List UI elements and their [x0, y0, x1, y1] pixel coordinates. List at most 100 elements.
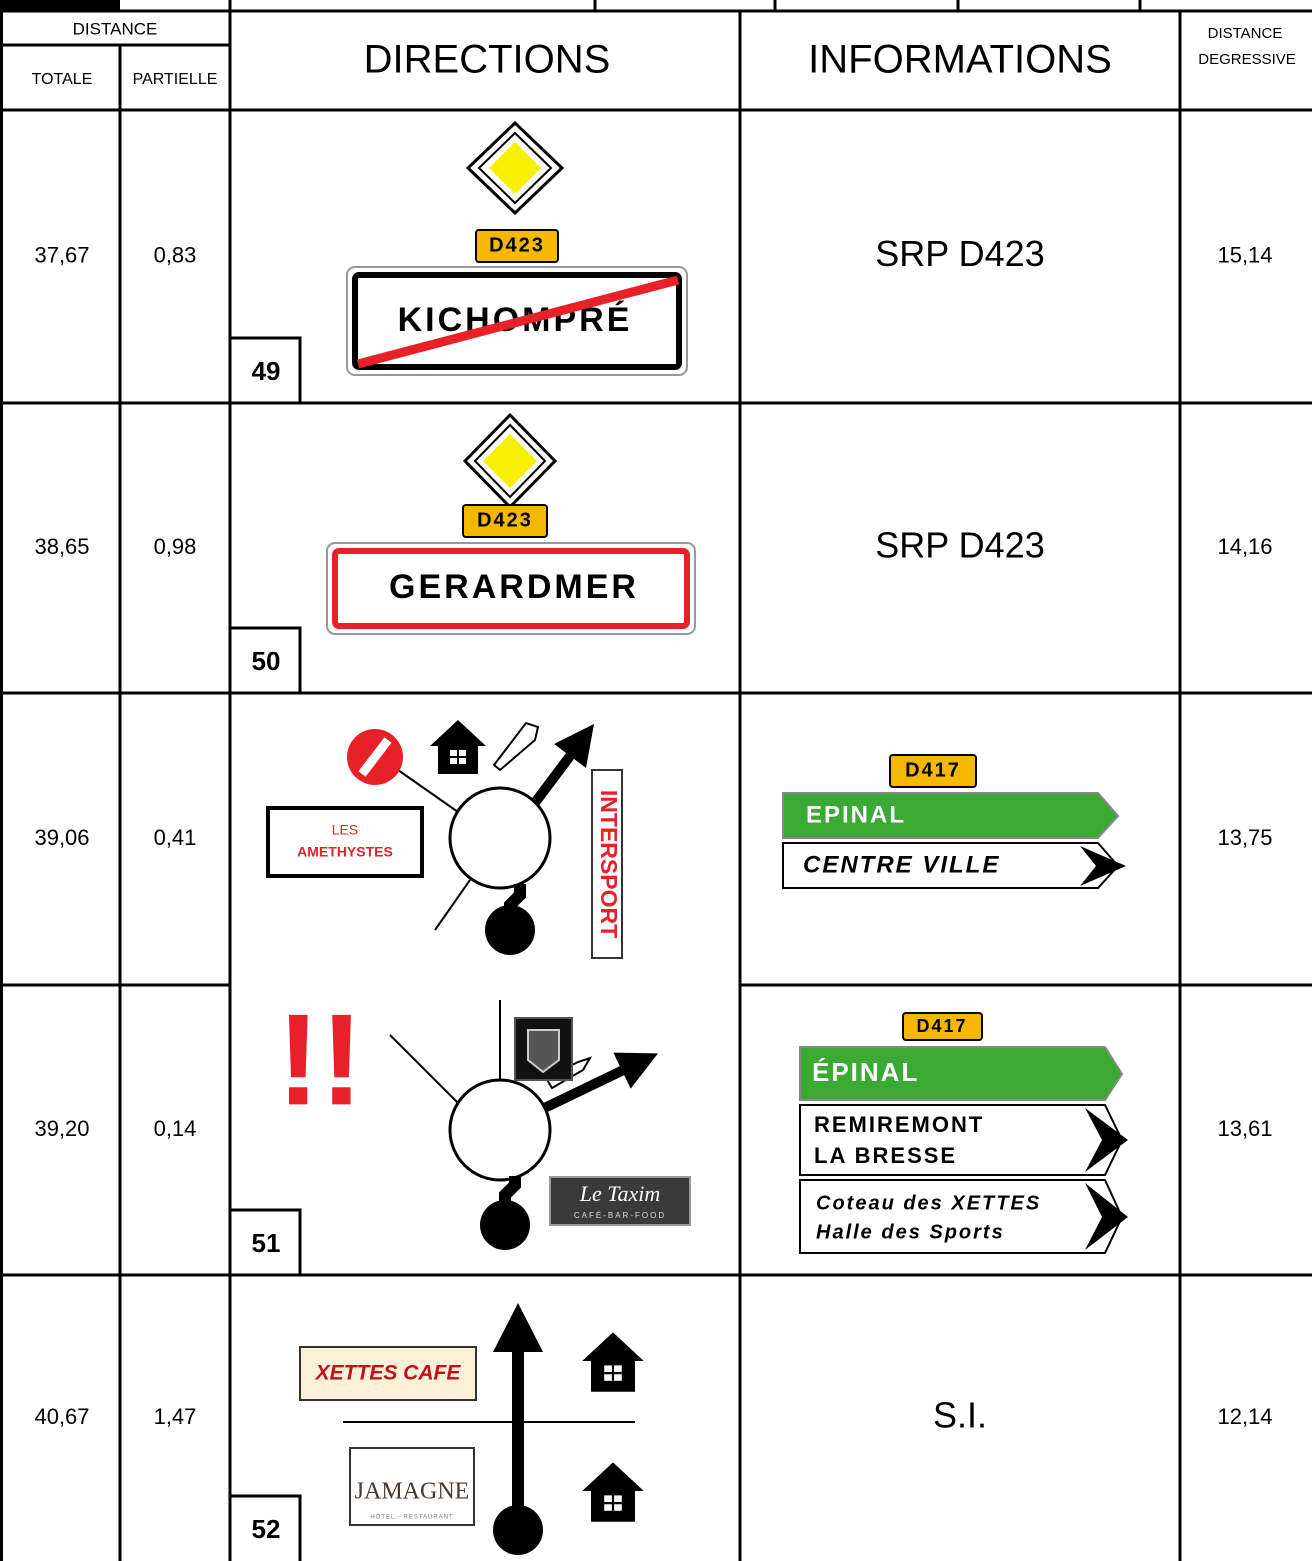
partial-distance: 1,47	[154, 1404, 197, 1429]
partial-distance: 0,98	[154, 534, 197, 559]
remaining-distance: 15,14	[1217, 242, 1272, 267]
total-distance: 40,67	[34, 1404, 89, 1429]
information: SRP D423	[875, 525, 1044, 566]
cafe-sign	[299, 1346, 477, 1401]
shape	[434, 879, 471, 931]
grid	[0, 11, 1312, 1561]
direction-label: Coteau des XETTES	[816, 1192, 1041, 1214]
shape	[397, 769, 459, 813]
number-box	[230, 336, 302, 403]
roundabout	[347, 719, 594, 955]
header-distance: DISTANCE	[73, 19, 158, 38]
step-number: 50	[252, 646, 281, 676]
shape	[448, 1078, 552, 1182]
cafe-tagline: CAFÉ-BAR-FOOD	[574, 1211, 666, 1220]
shape	[527, 1029, 560, 1074]
priority-sign	[465, 120, 565, 216]
cafe-sign	[549, 1176, 691, 1226]
step-number: 51	[252, 1228, 281, 1258]
shape	[389, 1034, 459, 1104]
number-box	[230, 1208, 302, 1275]
direction-sign	[782, 842, 1120, 889]
total-distance: 39,06	[34, 825, 89, 850]
sign-line: LES	[332, 822, 358, 838]
road-label: D423	[477, 509, 533, 531]
road-sign	[475, 229, 559, 263]
brand-label: INTERSPORT	[596, 790, 622, 938]
hotel-tagline: HÔTEL - RESTAURANT	[370, 1514, 453, 1521]
shape	[492, 721, 540, 772]
information: SRP D423	[875, 233, 1044, 274]
shape	[332, 548, 690, 629]
number-box	[230, 626, 302, 693]
road-label: D417	[905, 759, 961, 781]
top-strip	[0, 0, 120, 10]
header-directions: DIRECTIONS	[364, 38, 611, 82]
direction-sign	[782, 792, 1120, 839]
remaining-distance: 12,14	[1217, 1404, 1272, 1429]
direction-label: ÉPINAL	[812, 1057, 919, 1087]
town-sign	[326, 542, 696, 635]
total-distance: 37,67	[34, 242, 89, 267]
direction-sign	[799, 1104, 1124, 1176]
shape	[358, 737, 392, 777]
cafe-name: XETTES CAFE	[315, 1362, 462, 1385]
sign-line: AMETHYSTES	[297, 844, 393, 860]
shape	[473, 423, 547, 499]
warning: !!	[277, 986, 364, 1132]
priority-sign	[462, 412, 558, 510]
road-label: D423	[489, 234, 545, 256]
shape	[493, 1303, 543, 1352]
shape	[1085, 1108, 1128, 1172]
direction-label: LA BRESSE	[814, 1143, 957, 1168]
shape	[483, 434, 537, 488]
shape	[1080, 846, 1126, 886]
shape	[352, 272, 682, 370]
partial-distance: 0,41	[154, 825, 197, 850]
number-box	[230, 1494, 302, 1561]
hotel-sign	[349, 1447, 475, 1526]
header-partielle: PARTIELLE	[133, 71, 218, 88]
remaining-distance: 13,61	[1217, 1116, 1272, 1141]
end-bar	[356, 275, 680, 369]
shape	[527, 1052, 659, 1120]
information: S.I.	[933, 1395, 987, 1436]
road-label: D417	[916, 1016, 967, 1036]
direction-label: REMIREMONT	[814, 1112, 984, 1137]
header-degressive: DISTANCE	[1208, 25, 1283, 42]
brand-banner	[591, 769, 623, 959]
partial-distance: 0,14	[154, 1116, 197, 1141]
total-distance: 38,65	[34, 534, 89, 559]
remaining-distance: 13,75	[1217, 825, 1272, 850]
hotel-name: JAMAGNE	[355, 1479, 470, 1505]
shape	[480, 1200, 530, 1250]
road-sign	[889, 754, 977, 788]
shape	[448, 786, 552, 890]
shape	[477, 131, 553, 205]
partial-distance: 0,83	[154, 242, 197, 267]
shape	[485, 905, 535, 955]
hotel-sign	[266, 806, 424, 878]
total-distance: 39,20	[34, 1116, 89, 1141]
shape	[489, 142, 541, 194]
shape	[429, 719, 487, 775]
road-sign	[462, 504, 548, 538]
shape	[1085, 1183, 1128, 1250]
crossing	[343, 1303, 645, 1555]
header-totale: TOTALE	[32, 71, 93, 88]
town-name: GERARDMER	[389, 568, 639, 606]
cafe-name: Le Taxim	[579, 1181, 660, 1206]
shape	[581, 1461, 645, 1523]
direction-label: CENTRE VILLE	[803, 851, 1000, 878]
step-number: 52	[252, 1514, 281, 1544]
remaining-distance: 14,16	[1217, 534, 1272, 559]
roundabout	[389, 1000, 659, 1250]
direction-label: Halle des Sports	[816, 1221, 1005, 1243]
shape	[524, 724, 594, 815]
direction-sign	[799, 1179, 1124, 1254]
road-sign	[902, 1012, 983, 1041]
step-number: 49	[252, 356, 281, 386]
